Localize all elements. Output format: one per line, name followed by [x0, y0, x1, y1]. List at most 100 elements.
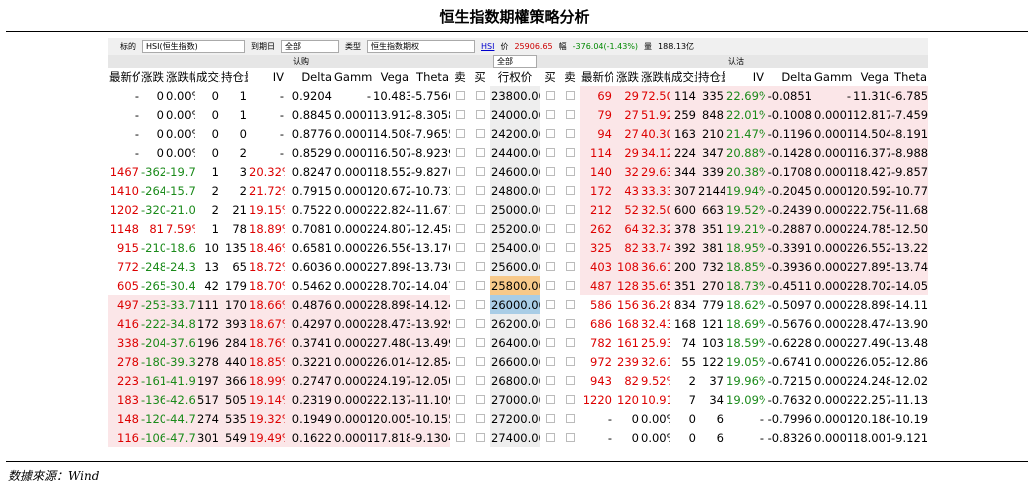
checkbox[interactable] [545, 337, 555, 347]
checkbox[interactable] [455, 90, 465, 100]
checkbox[interactable] [545, 356, 555, 366]
checkbox[interactable] [475, 299, 485, 309]
checkbox[interactable] [455, 166, 465, 176]
checkbox[interactable] [455, 432, 465, 442]
checkbox[interactable] [455, 128, 465, 138]
expiry-select[interactable]: 全部 [281, 40, 339, 53]
checkbox[interactable] [545, 204, 555, 214]
checkbox[interactable] [475, 109, 485, 119]
put-cell: 0.0002 [813, 276, 852, 295]
checkbox[interactable] [565, 109, 575, 119]
filter-select[interactable]: 全部 [493, 55, 537, 68]
checkbox[interactable] [475, 90, 485, 100]
checkbox[interactable] [475, 185, 485, 195]
checkbox[interactable] [565, 204, 575, 214]
call-cell: 0 [156, 88, 164, 103]
checkbox[interactable] [475, 318, 485, 328]
checkbox[interactable] [455, 356, 465, 366]
checkbox[interactable] [475, 147, 485, 157]
checkbox[interactable] [565, 166, 575, 176]
put-cell: -0.4511 [765, 276, 813, 295]
checkbox[interactable] [455, 261, 465, 271]
checkbox[interactable] [545, 432, 555, 442]
put-cell: 18.59% [726, 335, 765, 350]
checkbox[interactable] [565, 185, 575, 195]
checkbox[interactable] [475, 166, 485, 176]
checkbox[interactable] [545, 413, 555, 423]
checkbox[interactable] [455, 185, 465, 195]
put-cell: 122 [702, 354, 724, 369]
checkbox[interactable] [545, 299, 555, 309]
checkbox[interactable] [545, 280, 555, 290]
checkbox[interactable] [565, 413, 575, 423]
checkbox[interactable] [565, 90, 575, 100]
checkbox[interactable] [545, 375, 555, 385]
checkbox[interactable] [455, 318, 465, 328]
checkbox[interactable] [545, 166, 555, 176]
checkbox[interactable] [475, 375, 485, 385]
checkbox[interactable] [565, 147, 575, 157]
strike: 27000.00 [490, 390, 540, 409]
checkbox[interactable] [475, 413, 485, 423]
put-cell: 307 [670, 181, 697, 200]
checkbox[interactable] [565, 356, 575, 366]
put-cell: -7.4590 [890, 105, 928, 124]
checkbox[interactable] [475, 204, 485, 214]
checkbox[interactable] [455, 223, 465, 233]
toolbar: 标的 HSI(恒生指数) 到期日 全部 类型 恒生指数期权 HSI 价 25906… [108, 38, 928, 55]
checkbox[interactable] [565, 223, 575, 233]
checkbox[interactable] [455, 242, 465, 252]
checkbox[interactable] [545, 318, 555, 328]
checkbox[interactable] [475, 128, 485, 138]
checkbox[interactable] [545, 242, 555, 252]
checkbox[interactable] [455, 375, 465, 385]
checkbox[interactable] [565, 432, 575, 442]
checkbox[interactable] [565, 299, 575, 309]
code-link[interactable]: HSI [481, 42, 495, 51]
checkbox[interactable] [475, 432, 485, 442]
checkbox[interactable] [565, 375, 575, 385]
checkbox[interactable] [475, 261, 485, 271]
checkbox[interactable] [475, 394, 485, 404]
call-cell: 20.0054 [372, 409, 410, 428]
checkbox[interactable] [455, 413, 465, 423]
checkbox[interactable] [545, 394, 555, 404]
checkbox[interactable] [545, 90, 555, 100]
checkbox[interactable] [475, 337, 485, 347]
checkbox[interactable] [565, 242, 575, 252]
call-cell: 0.0001 [333, 409, 372, 428]
call-cell: -9.1304 [410, 428, 450, 447]
checkbox[interactable] [455, 147, 465, 157]
underlying-select[interactable]: HSI(恒生指数) [142, 40, 245, 53]
put-cell: 351 [670, 276, 697, 295]
checkbox[interactable] [545, 109, 555, 119]
column-header: Theta [410, 68, 450, 86]
checkbox[interactable] [455, 280, 465, 290]
call-cell: 19.49% [248, 428, 285, 447]
checkbox[interactable] [545, 147, 555, 157]
checkbox[interactable] [565, 261, 575, 271]
checkbox[interactable] [455, 394, 465, 404]
checkbox[interactable] [475, 356, 485, 366]
call-cell: 0.0002 [333, 352, 372, 371]
checkbox[interactable] [545, 223, 555, 233]
checkbox[interactable] [455, 109, 465, 119]
checkbox[interactable] [545, 128, 555, 138]
checkbox[interactable] [565, 318, 575, 328]
checkbox[interactable] [475, 223, 485, 233]
checkbox[interactable] [545, 185, 555, 195]
checkbox[interactable] [545, 261, 555, 271]
checkbox[interactable] [455, 204, 465, 214]
type-select[interactable]: 恒生指数期权 [367, 40, 475, 53]
checkbox[interactable] [475, 242, 485, 252]
checkbox[interactable] [565, 394, 575, 404]
checkbox[interactable] [475, 280, 485, 290]
checkbox[interactable] [565, 337, 575, 347]
call-cell: 16.5077 [373, 145, 410, 160]
checkbox[interactable] [455, 337, 465, 347]
checkbox[interactable] [565, 280, 575, 290]
call-cell: 0.9204 [291, 88, 332, 103]
checkbox[interactable] [565, 128, 575, 138]
put-cell: -12.025 [891, 373, 928, 388]
checkbox[interactable] [455, 299, 465, 309]
